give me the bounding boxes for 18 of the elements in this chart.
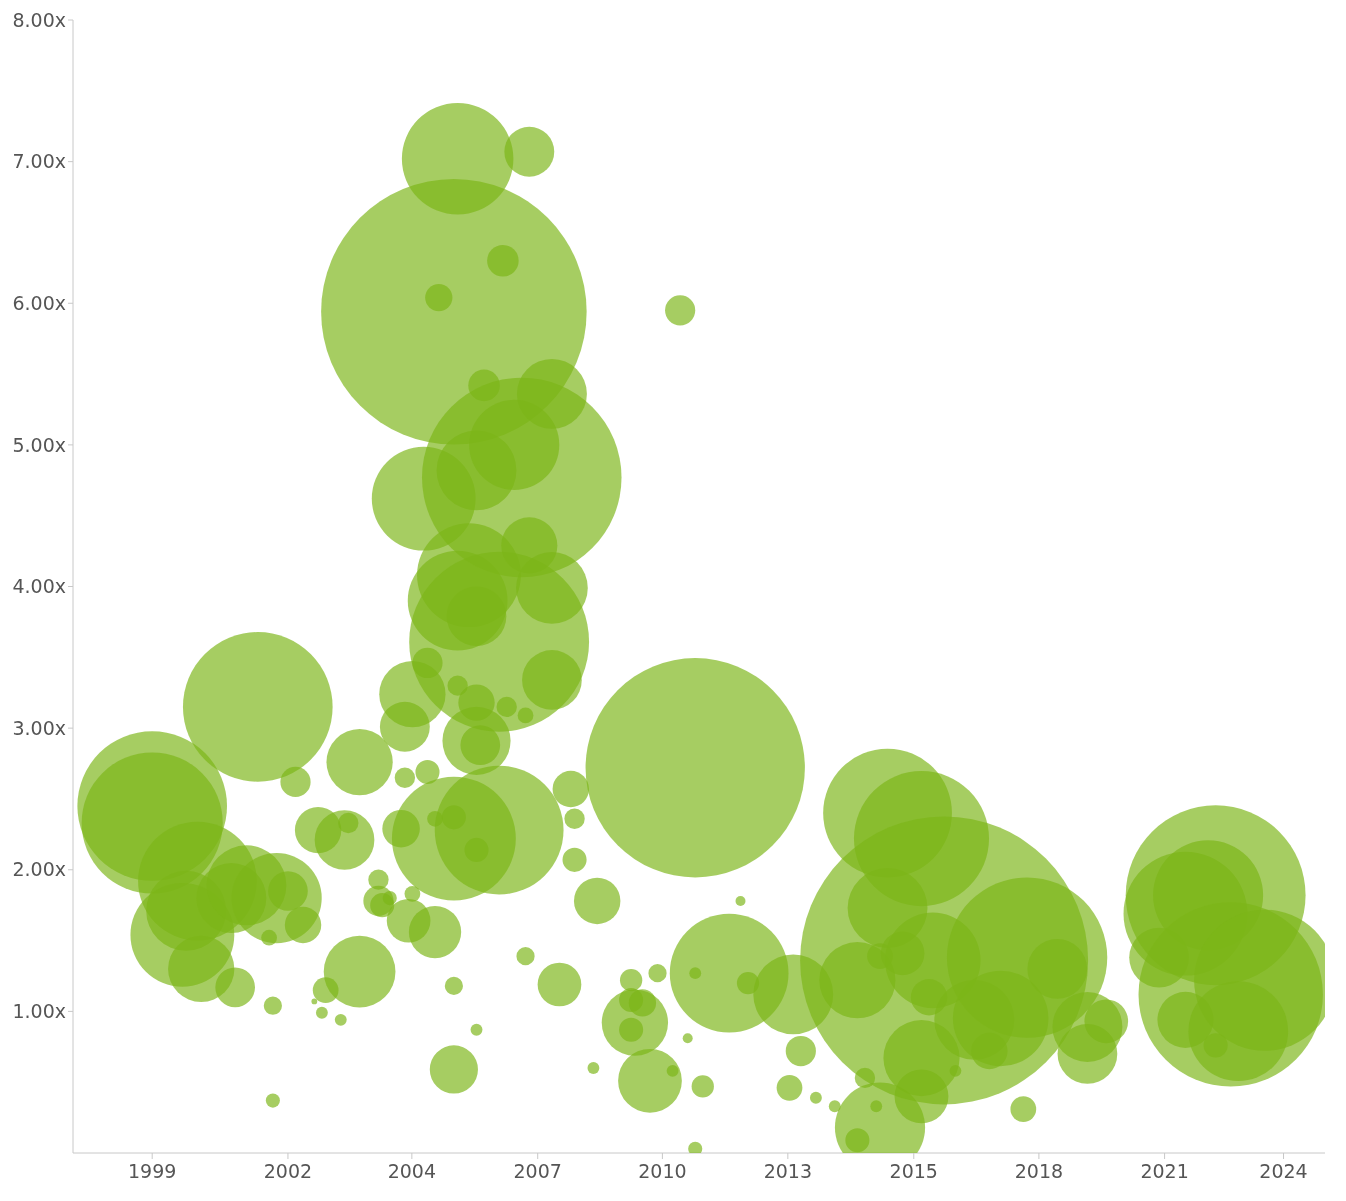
y-tick-label: 7.00x (12, 150, 66, 173)
x-tick-label: 2013 (763, 1160, 813, 1183)
x-tick-label: 1999 (128, 1160, 177, 1183)
x-tick-label: 2002 (263, 1160, 313, 1183)
x-tick-label: 2021 (1140, 1160, 1189, 1183)
y-tick-label: 8.00x (12, 8, 66, 31)
x-tick-label: 2024 (1259, 1160, 1308, 1183)
x-tick-label: 2015 (889, 1160, 938, 1183)
y-tick-label: 6.00x (12, 291, 66, 314)
y-tick-label: 4.00x (12, 575, 66, 598)
x-tick-label: 2018 (1014, 1160, 1064, 1183)
y-tick-label: 5.00x (12, 433, 66, 456)
y-tick-label: 3.00x (12, 716, 66, 739)
x-tick-label: 2004 (387, 1160, 437, 1183)
x-tick-label: 2007 (513, 1160, 562, 1183)
y-tick-label: 2.00x (12, 858, 66, 881)
y-tick-label: 1.00x (12, 1000, 66, 1023)
x-tick-label: 2010 (638, 1160, 687, 1183)
